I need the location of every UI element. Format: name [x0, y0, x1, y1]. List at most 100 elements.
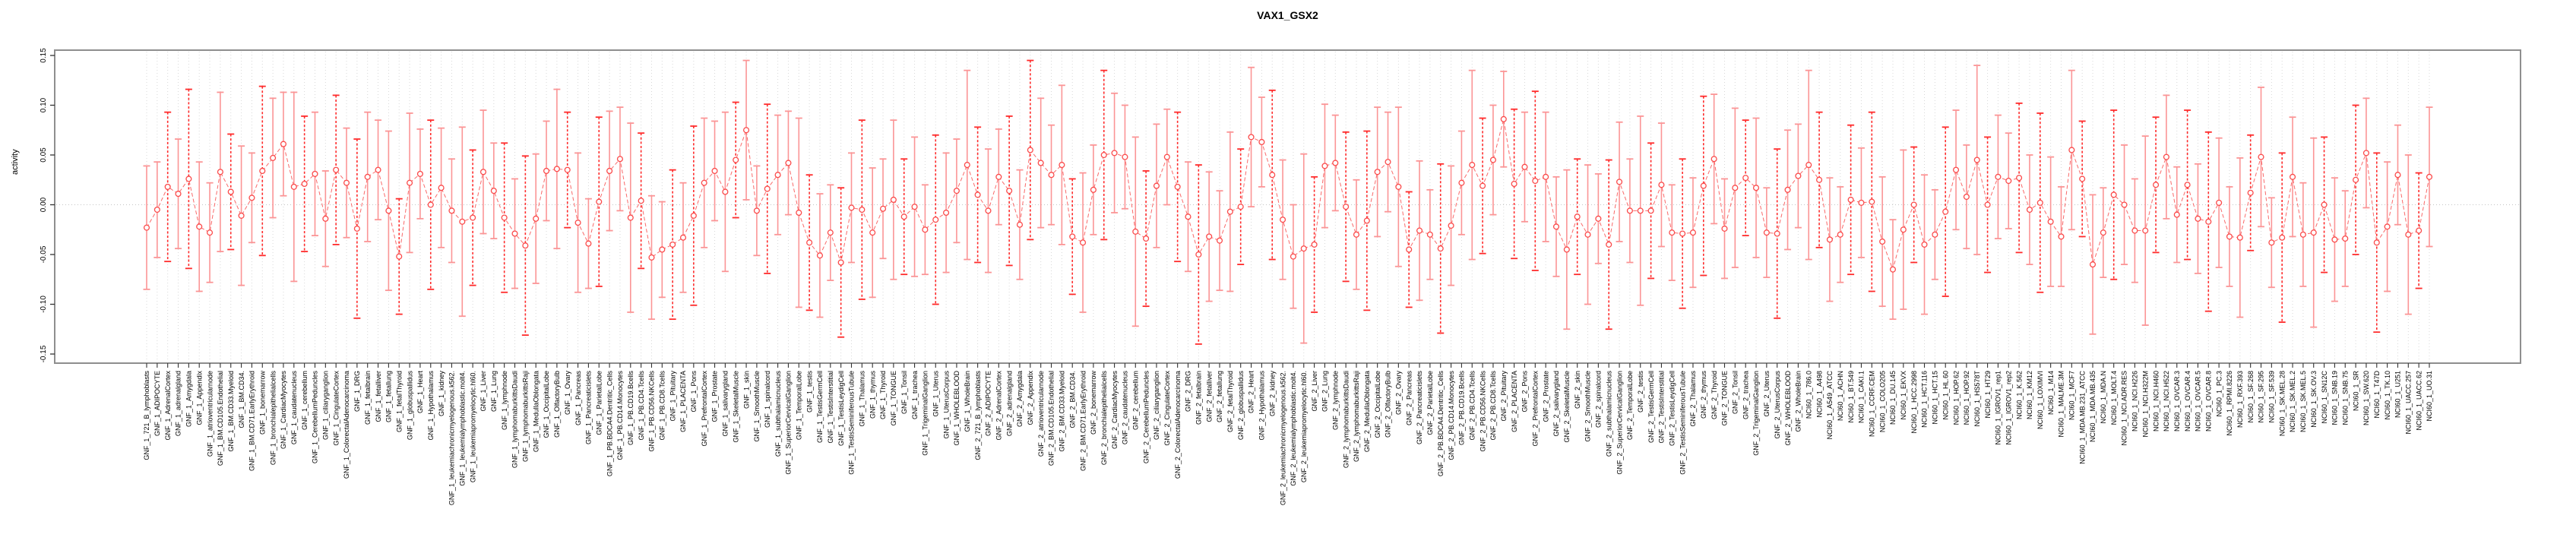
x-tick-label: GNF_1_PB.BDCA4.Dentritic_Cells: [606, 371, 613, 477]
data-point: [207, 229, 214, 236]
data-point: [753, 207, 760, 214]
data-point: [1532, 178, 1539, 185]
data-point: [490, 188, 497, 194]
data-point: [627, 214, 634, 221]
x-tick-label: GNF_1_Ovary: [564, 371, 571, 416]
x-tick-label: GNF_1_UterusCorpus: [942, 371, 950, 439]
x-tick-label: GNF_1_adrenalgland: [175, 371, 182, 436]
x-tick-label: GNF_2_Prostate: [1542, 371, 1549, 422]
data-point: [1416, 227, 1423, 234]
x-tick-label: NCI60_1_UACC.257: [2405, 371, 2413, 435]
x-tick-label: GNF_1_subthalamicnucleus: [774, 371, 782, 457]
x-tick-label: NCI60_1_SN12C: [2321, 371, 2328, 424]
data-point: [2089, 261, 2097, 268]
x-tick-label: GNF_2_Ovary: [1395, 371, 1403, 416]
data-point: [2289, 173, 2296, 180]
x-tick-label: GNF_2_cerebellum: [1131, 371, 1139, 430]
data-point: [375, 166, 381, 173]
data-point: [774, 172, 781, 179]
data-point: [1069, 233, 1076, 240]
x-tick-label: NCI60_1_KM12: [2026, 371, 2033, 419]
data-point: [2026, 206, 2033, 213]
data-point: [722, 188, 729, 195]
x-tick-label: NCI60_1_CCRF.CEM: [1869, 371, 1876, 437]
x-tick-label: GNF_1_Thalamus: [859, 371, 866, 427]
x-tick-label: GNF_2_Thalamus: [1689, 371, 1697, 427]
data-point: [1448, 222, 1454, 229]
data-point: [427, 201, 434, 208]
data-point: [1774, 230, 1780, 237]
data-point: [153, 206, 160, 213]
data-point: [911, 204, 918, 210]
data-point: [2142, 227, 2149, 234]
x-tick-label: NCI60_1_MDA.MB.435: [2089, 371, 2097, 442]
mean-line: [146, 119, 2430, 271]
data-point: [1869, 198, 1875, 205]
x-tick-label: NCI60_1_RXF.393: [2236, 371, 2244, 428]
x-tick-label: GNF_2_skin: [1574, 371, 1581, 409]
data-point: [816, 252, 824, 259]
data-point: [1921, 241, 1928, 248]
x-tick-label: GNF_1_lymphomaburkittsDaudi: [511, 371, 519, 468]
x-tick-label: GNF_1_Uterus: [932, 371, 939, 417]
x-tick-label: GNF_2_leukemiapromyelocytic.hl60.: [1300, 371, 1308, 482]
data-point: [1300, 245, 1307, 252]
x-tick-label: GNF_1_TrigeminalGanglion: [922, 371, 929, 456]
data-point: [416, 170, 423, 177]
y-tick-label: 0.15: [40, 48, 48, 63]
data-point: [2426, 173, 2433, 180]
data-point: [659, 246, 666, 253]
data-point: [1469, 162, 1476, 169]
data-point: [701, 179, 707, 186]
data-point: [143, 224, 150, 231]
x-tick-label: NCI60_1_DU.145: [1889, 371, 1897, 425]
x-tick-label: GNF_2_thymus: [1700, 371, 1707, 419]
data-point: [638, 198, 644, 204]
data-point: [796, 209, 802, 217]
x-tick-label: GNF_1_Pancreaticislets: [585, 371, 593, 445]
x-tick-label: GNF_1_Liver: [479, 371, 487, 412]
data-point: [1090, 186, 1097, 193]
data-point: [1163, 153, 1170, 160]
x-tick-label: GNF_2_bronchialepithelialcells: [1100, 371, 1108, 466]
x-tick-label: GNF_2_PB.CD19.Bcells: [1458, 371, 1466, 446]
x-tick-label: GNF_2_lymphnode: [1331, 371, 1339, 430]
x-tick-label: GNF_1_OccipitalLobe: [543, 371, 550, 438]
x-tick-label: GNF_1_DRG: [353, 371, 361, 412]
x-tick-label: GNF_2_TestisGermCell: [1647, 371, 1655, 443]
x-tick-label: NCI60_1_SK.OV.3: [2310, 371, 2318, 428]
data-point: [2110, 191, 2117, 198]
data-point: [1784, 186, 1791, 193]
x-tick-label: GNF_1_BM.CD105.Endothelial: [217, 371, 224, 466]
data-point: [1732, 185, 1739, 191]
x-tick-label: GNF_2_CingulateCortex: [1163, 371, 1171, 446]
x-tick-label: NCI60_1_SK.MEL.28: [2278, 371, 2286, 436]
data-point: [1521, 163, 1528, 170]
data-point: [1511, 180, 1517, 188]
data-point: [1006, 188, 1013, 194]
data-point: [974, 191, 981, 198]
x-tick-label: GNF_1_testis: [805, 371, 813, 413]
x-tick-label: GNF_2_bonemarrow: [1090, 371, 1097, 435]
x-tick-label: GNF_1_trachea: [911, 371, 919, 419]
data-point: [2384, 223, 2391, 230]
data-point: [2195, 215, 2201, 222]
data-point: [764, 185, 771, 192]
data-point: [2310, 229, 2317, 236]
data-point: [1543, 173, 1549, 180]
x-tick-label: GNF_2_PB.CD56.NKCells: [1479, 371, 1486, 452]
x-tick-label: GNF_1_TestisGermCell: [816, 371, 824, 443]
data-point: [1353, 231, 1360, 238]
data-point: [2100, 229, 2106, 236]
x-tick-label: NCI60_1_NCI.H522: [2163, 371, 2170, 432]
x-tick-label: NCI60_1_HL.60: [1941, 371, 1949, 420]
data-point: [553, 166, 560, 172]
data-point: [2036, 199, 2043, 206]
x-tick-label: NCI60_1_786.0: [1805, 371, 1812, 419]
x-tick-label: GNF_1_PB.CD4.Tcells: [638, 371, 645, 441]
y-tick-label: 0.05: [40, 147, 48, 163]
x-tick-label: GNF_1_spinalcord: [764, 371, 771, 428]
x-tick-label: NCI60_1_HCC.2998: [1910, 371, 1918, 434]
x-tick-label: GNF_1_SuperiorCervicalGanglion: [785, 371, 793, 475]
